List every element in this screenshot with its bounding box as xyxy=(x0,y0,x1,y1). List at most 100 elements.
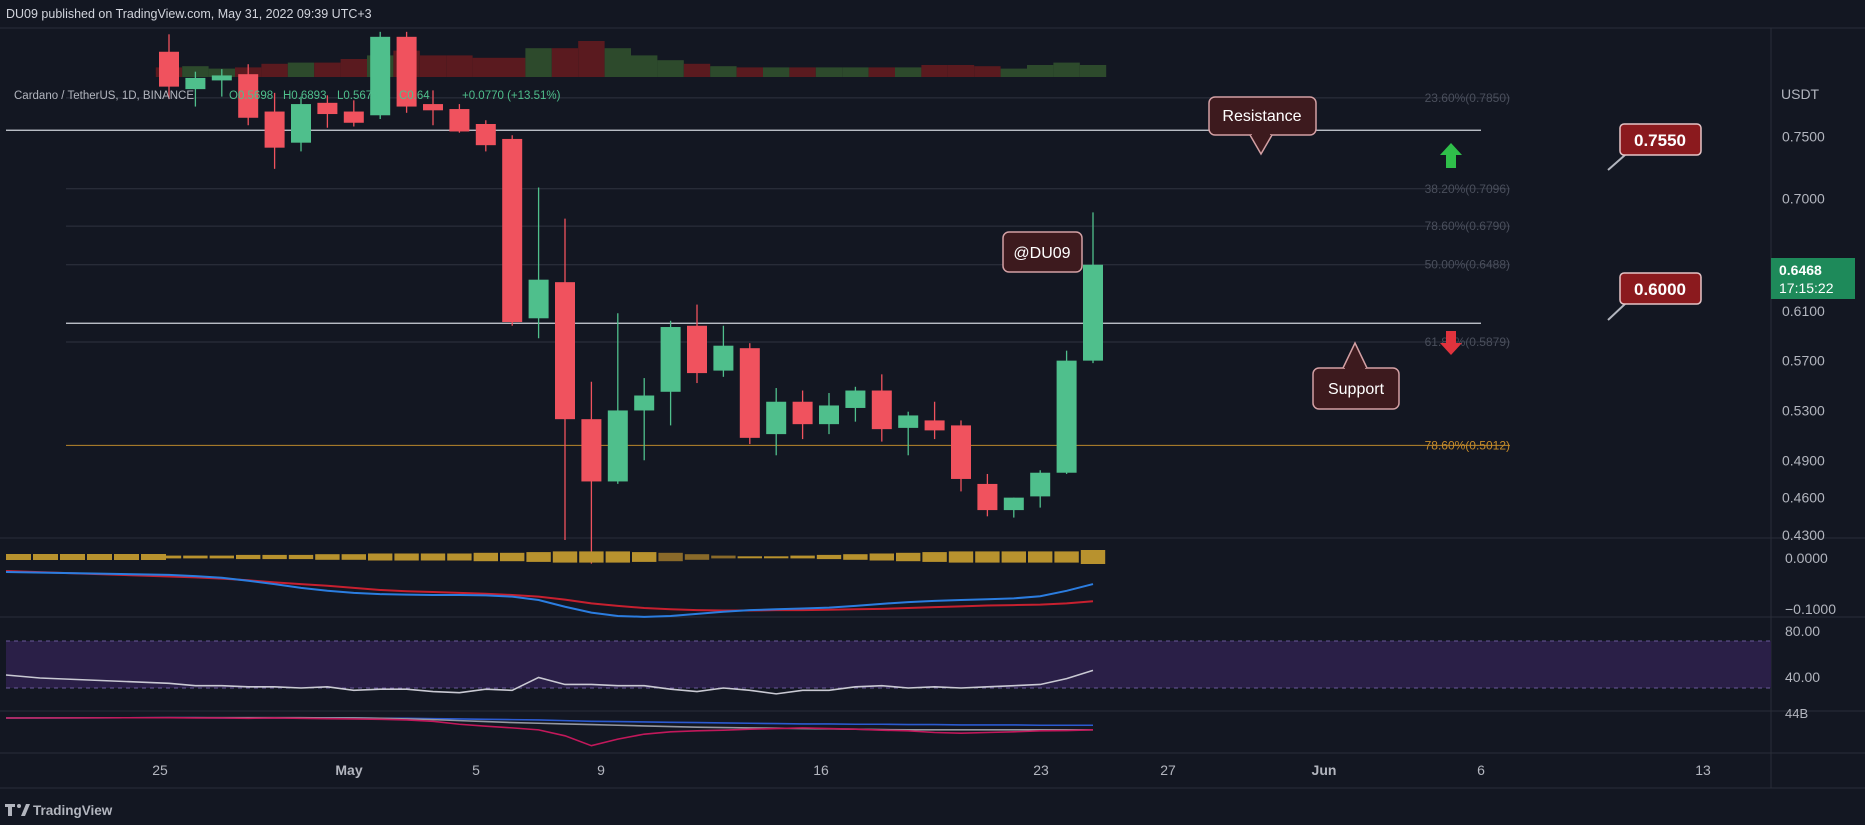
candle-body xyxy=(845,390,866,408)
macd-tick-zero: 0.0000 xyxy=(1785,550,1828,566)
rsi-band xyxy=(6,641,1771,688)
macd-hist-bar xyxy=(711,555,736,559)
axis-currency: USDT xyxy=(1781,86,1820,102)
legend-change: +0.0770 (+13.51%) xyxy=(462,90,561,102)
candle-body xyxy=(1030,472,1051,497)
volume-bar xyxy=(1000,68,1027,77)
date-axis: 25 May 5 9 16 23 27 Jun 6 13 xyxy=(152,762,1711,778)
macd-hist-bar xyxy=(60,554,85,560)
rsi-pane xyxy=(5,669,1094,695)
candle-body xyxy=(555,282,575,420)
macd-tick-neg: −0.1000 xyxy=(1785,601,1836,617)
price-tick: 0.7500 xyxy=(1782,128,1825,144)
volume-bar xyxy=(947,65,975,77)
candle-body xyxy=(475,124,496,146)
macd-hist-bar xyxy=(262,554,287,560)
macd-signal-line xyxy=(5,570,1094,612)
watermark-label: @DU09 xyxy=(1013,245,1070,262)
candle-body xyxy=(502,138,523,323)
legend-close: C0.64 xyxy=(399,90,430,102)
watermark-callout: @DU09 xyxy=(1002,231,1083,273)
fib-label: 38.20%(0.7096) xyxy=(1425,182,1510,196)
date-tick: May xyxy=(335,762,362,778)
volume-bar xyxy=(921,65,948,77)
macd-hist-bar xyxy=(420,553,446,561)
volume-bar xyxy=(604,48,631,77)
macd-hist-bar xyxy=(156,555,182,559)
macd-hist-bar xyxy=(975,551,1000,563)
candle-body xyxy=(528,279,549,319)
volume-bar xyxy=(736,67,763,77)
header-bar xyxy=(0,0,1865,28)
macd-hist-bar xyxy=(658,552,683,562)
fib-label: 50.00%(0.6488) xyxy=(1425,258,1510,272)
volume-bar xyxy=(631,55,658,77)
candle-body xyxy=(687,325,707,374)
candle-body xyxy=(898,415,919,428)
macd-hist-bar xyxy=(843,554,868,560)
candle-body xyxy=(660,327,681,392)
macd-hist-bar xyxy=(141,554,166,560)
date-tick: 6 xyxy=(1477,762,1485,778)
macd-hist-bar xyxy=(684,554,710,560)
volume-bar xyxy=(1053,62,1080,77)
volume-bar xyxy=(340,59,367,77)
price-tick: 0.6100 xyxy=(1782,303,1825,319)
date-tick: 5 xyxy=(472,762,480,778)
legend-low: L0.5678 xyxy=(337,90,379,102)
candle-body xyxy=(713,345,734,371)
price-tick: 0.4300 xyxy=(1782,527,1825,543)
target-low-callout: 0.6000 xyxy=(1607,272,1702,321)
macd-hist-bar xyxy=(87,554,112,560)
candle-body xyxy=(792,401,813,425)
bottom-indicator-pane xyxy=(5,716,1094,747)
macd-hist-bar xyxy=(1028,551,1053,563)
macd-hist-bar xyxy=(473,552,498,562)
volume-bar xyxy=(551,48,579,77)
price-tick: 0.4900 xyxy=(1782,452,1825,468)
volume-bar xyxy=(710,66,737,77)
current-price: 0.6468 xyxy=(1779,262,1822,278)
candle-body xyxy=(1083,264,1103,361)
price-tick: 0.4600 xyxy=(1782,490,1825,506)
candle-body xyxy=(211,75,232,81)
fib-label: 23.60%(0.7850) xyxy=(1425,91,1510,105)
volume-bar xyxy=(525,48,552,77)
candle-body xyxy=(185,77,206,90)
volume-bar xyxy=(578,41,605,77)
volume-bar xyxy=(657,60,684,77)
candle-body xyxy=(370,36,391,116)
macd-hist-bar xyxy=(526,552,551,562)
arrow-down-icon xyxy=(1440,331,1462,355)
macd-hist-bar xyxy=(1080,550,1106,564)
volume-bar xyxy=(314,62,341,77)
bottom-tick: 44B xyxy=(1785,706,1808,721)
price-ticks: 0.7500 0.7000 0.6100 0.5700 0.5300 0.4900 0.46… xyxy=(1782,128,1825,543)
macd-hist-bar xyxy=(368,553,393,561)
macd-hist-bar xyxy=(552,551,578,563)
date-tick: 27 xyxy=(1160,762,1176,778)
macd-hist-bar xyxy=(315,554,340,560)
support-label: Support xyxy=(1328,381,1385,398)
legend-high: H0.6893 xyxy=(283,90,326,102)
macd-hist-bar xyxy=(500,552,525,562)
price-tick: 0.5700 xyxy=(1782,353,1825,369)
macd-hist-bar xyxy=(579,551,604,563)
volume-bar xyxy=(842,67,869,77)
date-tick: 25 xyxy=(152,762,168,778)
resistance-label: Resistance xyxy=(1222,108,1301,125)
candle-body xyxy=(264,111,285,148)
macd-hist-bar xyxy=(6,554,31,560)
macd-hist-bar xyxy=(183,555,208,559)
volume-bar xyxy=(868,67,895,77)
resistance-callout: Resistance xyxy=(1208,96,1317,156)
candle-body xyxy=(739,348,760,438)
macd-hist-bar xyxy=(288,554,314,560)
macd-hist-bar xyxy=(209,555,234,559)
target-low-label: 0.6000 xyxy=(1634,280,1686,299)
current-price-badge: 0.6468 17:15:22 xyxy=(1771,258,1855,299)
macd-hist-bar xyxy=(114,554,139,560)
candle-body xyxy=(977,483,998,511)
volume-bar xyxy=(499,57,526,77)
